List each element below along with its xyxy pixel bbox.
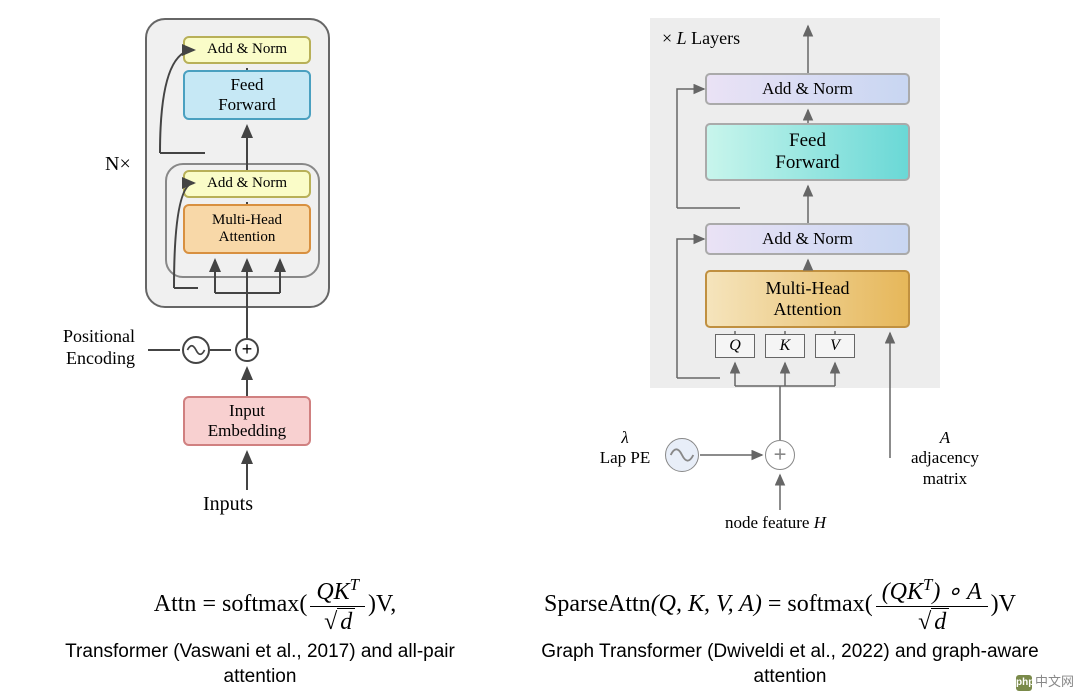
feed-forward-block: FeedForward: [183, 70, 311, 120]
node-feature-H: H: [814, 513, 826, 532]
adjacency-label: A adjacencymatrix: [895, 428, 995, 489]
qk-r: (QK: [882, 579, 923, 605]
inputs-label: Inputs: [203, 493, 253, 516]
softmax-r: softmax: [787, 591, 864, 617]
lap-pe-label: λ Lap PE: [590, 428, 660, 469]
watermark-logo-icon: php: [1016, 675, 1032, 691]
multi-head-attention-block-r: Multi-HeadAttention: [705, 270, 910, 328]
add-norm-block-1-r: Add & Norm: [705, 73, 910, 105]
attn-lhs: Attn: [154, 591, 197, 617]
t-sup-r: T: [923, 575, 932, 594]
attn-formula: Attn = softmax(QKTd)V,: [60, 575, 490, 636]
add-norm-block-2: Add & Norm: [183, 170, 311, 198]
sine-icon-r: [665, 438, 699, 472]
page-root: Add & Norm FeedForward Add & Norm Multi-…: [0, 0, 1080, 697]
lambda-char: λ: [621, 428, 628, 447]
plus-icon-r: [765, 440, 795, 470]
frac-r: (QKT) ∘ A d: [876, 575, 988, 636]
qk-l: QK: [316, 579, 349, 605]
q-box: Q: [715, 334, 755, 358]
node-feature-prefix: node feature: [725, 513, 814, 532]
watermark-text: 中文网: [1035, 674, 1074, 689]
caption-left: Transformer (Vaswani et al., 2017) and a…: [30, 640, 490, 689]
node-feature-label: node feature H: [725, 513, 826, 533]
sqrt-r: d: [914, 609, 949, 636]
layers-suffix: Layers: [687, 28, 740, 48]
tail-r: )V: [991, 591, 1016, 617]
sparse-attn-formula: SparseAttn(Q, K, V, A) = softmax((QKT) ∘…: [490, 575, 1070, 636]
v-box: V: [815, 334, 855, 358]
graph-transformer-diagram: × L Layers Add & Norm FeedForward Add & …: [620, 18, 1040, 558]
input-embedding-block: InputEmbedding: [183, 396, 311, 446]
args-r: (Q, K, V, A): [651, 591, 762, 617]
adjacency-A: A: [940, 428, 950, 447]
layers-label: × L Layers: [662, 28, 740, 49]
layers-prefix: ×: [662, 28, 677, 48]
sine-icon: [182, 336, 210, 364]
plus-icon: [235, 338, 259, 362]
sparseattn-lhs: SparseAttn: [544, 591, 651, 617]
adjacency-text: adjacencymatrix: [911, 448, 979, 487]
add-norm-block-2-r: Add & Norm: [705, 223, 910, 255]
d-r: d: [931, 608, 949, 635]
layers-L: L: [677, 28, 687, 48]
add-norm-block-1: Add & Norm: [183, 36, 311, 64]
positional-encoding-label: PositionalEncoding: [55, 326, 135, 369]
feed-forward-block-r: FeedForward: [705, 123, 910, 181]
circA-r: ) ∘ A: [932, 579, 981, 605]
t-sup-l: T: [350, 575, 359, 594]
d-l: d: [337, 608, 355, 635]
eq-l: =: [196, 591, 222, 617]
eq-r: =: [762, 591, 788, 617]
caption-right: Graph Transformer (Dwiveldi et al., 2022…: [540, 640, 1040, 689]
frac-l: QKTd: [310, 575, 365, 636]
transformer-diagram: Add & Norm FeedForward Add & Norm Multi-…: [110, 18, 390, 533]
tail-l: )V,: [368, 591, 396, 617]
multi-head-attention-block: Multi-HeadAttention: [183, 204, 311, 254]
watermark: php中文网: [1016, 671, 1074, 691]
sqrt-l: d: [320, 609, 355, 636]
softmax-l: softmax: [222, 591, 299, 617]
k-box: K: [765, 334, 805, 358]
lap-pe-text: Lap PE: [600, 448, 651, 467]
repeat-label: N×: [105, 153, 131, 176]
